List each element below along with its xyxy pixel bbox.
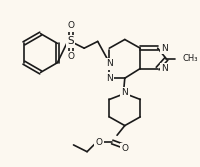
Text: S: S (67, 36, 74, 46)
Text: N: N (162, 64, 168, 73)
Text: O: O (67, 21, 74, 30)
Text: O: O (95, 138, 102, 146)
Text: CH₃: CH₃ (183, 54, 198, 63)
Text: N: N (121, 88, 128, 97)
Text: N: N (162, 44, 168, 53)
Text: N: N (106, 59, 113, 68)
Text: O: O (121, 144, 128, 153)
Text: O: O (67, 52, 74, 61)
Text: N: N (106, 74, 113, 83)
